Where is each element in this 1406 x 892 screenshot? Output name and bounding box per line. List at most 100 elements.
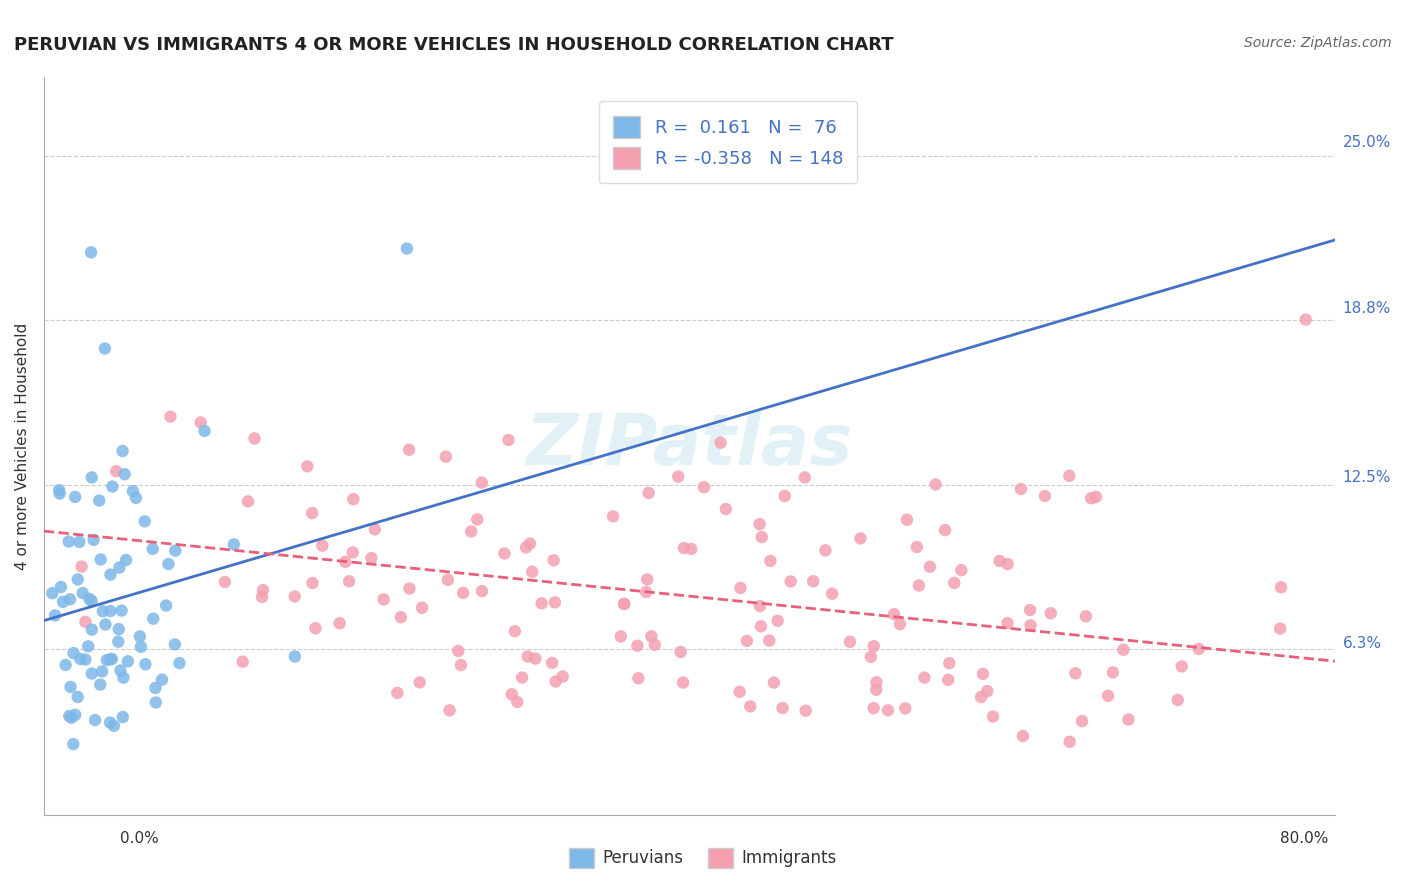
Peruvians [59,592,82,607]
Immigrants [758,633,780,648]
Immigrants [924,477,946,491]
Immigrants [997,557,1019,571]
Peruvians [84,713,107,727]
Immigrants [749,599,772,613]
Peruvians [69,652,91,666]
Immigrants [70,559,93,574]
Immigrants [304,621,326,635]
Immigrants [297,459,319,474]
Immigrants [516,649,538,664]
Immigrants [541,656,564,670]
Peruvians [60,711,83,725]
Peruvians [66,690,89,704]
Immigrants [329,616,352,631]
Immigrants [602,509,624,524]
Immigrants [1102,665,1125,680]
Immigrants [759,554,782,568]
Immigrants [494,546,516,560]
Peruvians [62,646,84,660]
Immigrants [389,610,412,624]
Immigrants [613,597,636,611]
Immigrants [465,512,488,526]
Immigrants [1270,580,1292,594]
Immigrants [450,658,472,673]
Immigrants [1019,603,1042,617]
Immigrants [740,699,762,714]
Peruvians [91,665,114,679]
Peruvians [80,470,103,484]
Peruvians [284,649,307,664]
Immigrants [364,523,387,537]
Peruvians [80,245,103,260]
Immigrants [544,595,567,609]
Immigrants [515,541,537,555]
Immigrants [912,671,935,685]
Immigrants [728,685,751,699]
Immigrants [360,551,382,566]
Peruvians [58,534,80,549]
Text: ZIPatlas: ZIPatlas [526,411,853,481]
Peruvians [101,652,124,666]
Immigrants [159,409,181,424]
Immigrants [252,583,274,598]
Peruvians [89,678,111,692]
Peruvians [79,591,101,606]
Immigrants [762,675,785,690]
Immigrants [498,433,520,447]
Immigrants [693,480,716,494]
Immigrants [1033,489,1056,503]
Immigrants [1012,729,1035,743]
Immigrants [190,416,212,430]
Peruvians [110,603,132,617]
Immigrants [981,709,1004,723]
Peruvians [48,486,70,500]
Immigrants [934,523,956,537]
Immigrants [751,530,773,544]
Immigrants [510,671,533,685]
Peruvians [98,715,121,730]
Immigrants [749,619,772,633]
Peruvians [65,707,87,722]
Immigrants [1084,490,1107,504]
Immigrants [672,675,695,690]
Immigrants [519,536,541,550]
Text: 6.3%: 6.3% [1343,636,1382,650]
Immigrants [447,644,470,658]
Peruvians [157,557,180,571]
Immigrants [610,629,633,643]
Immigrants [1118,713,1140,727]
Peruvians [107,634,129,648]
Immigrants [398,442,420,457]
Peruvians [55,657,77,672]
Peruvians [96,653,118,667]
Peruvians [110,664,132,678]
Text: 0.0%: 0.0% [120,831,159,846]
Immigrants [1112,642,1135,657]
Immigrants [710,435,733,450]
Peruvians [80,594,103,608]
Immigrants [918,559,941,574]
Immigrants [779,574,801,589]
Immigrants [865,682,887,697]
Peruvians [77,640,100,654]
Peruvians [145,681,167,695]
Peruvians [49,580,72,594]
Immigrants [1074,609,1097,624]
Immigrants [859,649,882,664]
Immigrants [1270,622,1292,636]
Immigrants [284,590,307,604]
Immigrants [883,607,905,622]
Text: 80.0%: 80.0% [1281,831,1329,846]
Text: 18.8%: 18.8% [1343,301,1391,316]
Peruvians [134,657,156,672]
Peruvians [41,586,63,600]
Text: 25.0%: 25.0% [1343,136,1391,150]
Immigrants [75,615,97,629]
Immigrants [862,639,884,653]
Peruvians [115,553,138,567]
Immigrants [772,701,794,715]
Legend: Peruvians, Immigrants: Peruvians, Immigrants [562,841,844,875]
Peruvians [80,666,103,681]
Immigrants [988,554,1011,568]
Immigrants [735,633,758,648]
